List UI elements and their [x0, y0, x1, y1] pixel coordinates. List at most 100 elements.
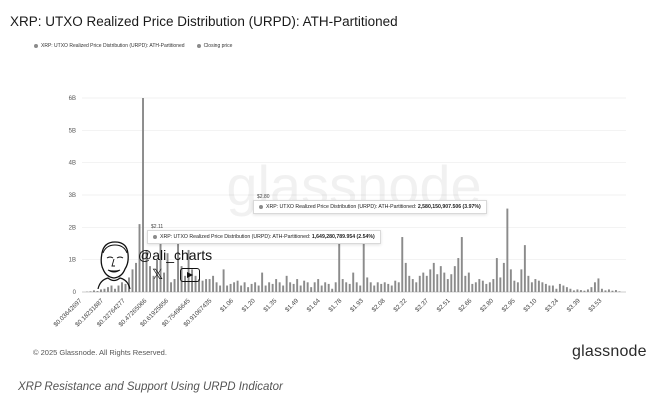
bar	[89, 291, 92, 292]
x-tick-label: $2.22	[392, 297, 408, 313]
bar	[565, 287, 568, 292]
bar	[208, 279, 211, 292]
bar	[254, 282, 257, 292]
bar	[124, 283, 127, 292]
bar	[488, 282, 491, 292]
bar	[387, 283, 390, 292]
bar	[425, 275, 428, 292]
bar	[579, 290, 582, 292]
bar	[187, 249, 190, 292]
bar	[222, 269, 225, 292]
bar	[562, 285, 565, 292]
x-tick-label: $2.51	[436, 297, 452, 313]
bar	[233, 282, 236, 292]
bar	[373, 285, 376, 292]
bar	[376, 282, 379, 292]
legend-dot-icon	[196, 44, 201, 48]
tooltip-dot-icon	[259, 204, 263, 209]
y-tick-label: 4B	[69, 161, 76, 167]
legend-dot-icon	[34, 44, 38, 48]
bar	[404, 262, 407, 292]
bar	[548, 285, 551, 292]
bar	[191, 269, 194, 292]
x-tick-label: $1.93	[349, 297, 365, 313]
tooltip-label-2: XRP: UTXO Realized Price Distribution (U…	[266, 204, 417, 210]
bar	[247, 287, 250, 292]
bar	[530, 282, 533, 292]
bar	[226, 285, 229, 292]
chart-title: XRP: UTXO Realized Price Distribution (U…	[10, 14, 398, 29]
bar	[597, 278, 600, 292]
twitter-handle: @ali_charts	[138, 247, 213, 263]
tooltip-2: XRP: UTXO Realized Price Distribution (U…	[253, 200, 487, 214]
bar	[439, 266, 442, 292]
x-tick-label: $3.24	[544, 297, 560, 313]
y-tick-label: 1B	[69, 258, 76, 264]
bar	[618, 291, 621, 292]
urpd-chart: 01B2B3B4B5B6Bglassnode$0.03642697$0.1823…	[52, 96, 626, 328]
youtube-logo-icon	[180, 268, 200, 282]
bar	[611, 290, 614, 292]
bar	[163, 272, 165, 292]
x-tick-label: $1.49	[284, 297, 300, 313]
bar	[100, 289, 102, 292]
legend-item-urpd[interactable]: XRP: UTXO Realized Price Distribution (U…	[34, 43, 185, 49]
y-tick-label: 0	[73, 290, 77, 296]
x-tick-label: $1.35	[262, 297, 278, 313]
y-tick-label: 6B	[69, 96, 76, 102]
avatar-face-icon	[97, 241, 131, 289]
x-tick-label: $3.39	[566, 297, 582, 313]
legend-item-closing-price[interactable]: Closing price	[196, 43, 232, 49]
bar	[506, 208, 509, 292]
bar	[292, 283, 295, 292]
bar	[142, 98, 144, 292]
bar	[299, 285, 302, 292]
chart-legend: XRP: UTXO Realized Price Distribution (U…	[34, 43, 232, 49]
y-tick-label: 5B	[69, 128, 76, 134]
bar	[110, 285, 113, 292]
bar	[572, 290, 575, 292]
copyright-text: © 2025 Glassnode. All Rights Reserved.	[33, 348, 167, 357]
bar	[408, 275, 411, 292]
x-tick-label: $3.53	[587, 297, 603, 313]
bar	[152, 275, 155, 292]
bar	[327, 283, 330, 292]
bar	[261, 272, 264, 292]
bar	[264, 285, 267, 292]
bar	[345, 282, 348, 292]
bar	[278, 282, 281, 292]
bar	[268, 282, 271, 292]
bar	[145, 249, 148, 292]
bar	[275, 279, 278, 292]
bar	[219, 285, 222, 292]
x-logo-icon: 𝕏	[152, 266, 164, 282]
bar	[478, 279, 481, 292]
bar	[558, 283, 561, 292]
bar	[96, 291, 99, 292]
bar	[331, 288, 334, 292]
bar	[401, 237, 404, 292]
bar	[296, 279, 299, 292]
bar	[555, 288, 558, 292]
bar	[614, 290, 617, 292]
tooltip-price-2: $2.80	[257, 194, 270, 200]
bar	[324, 282, 327, 292]
bar	[593, 282, 596, 292]
bar	[229, 283, 232, 292]
bar	[369, 282, 372, 292]
bar	[544, 283, 547, 292]
bar	[103, 288, 106, 292]
bar	[352, 272, 355, 292]
bar	[215, 282, 218, 292]
bar	[537, 280, 540, 292]
bar	[250, 283, 253, 292]
bar	[502, 262, 505, 292]
bar	[282, 285, 285, 292]
bar	[380, 283, 383, 292]
bar	[257, 285, 260, 292]
bar	[499, 277, 502, 292]
bar	[411, 279, 414, 292]
bar	[541, 282, 544, 292]
bar	[240, 285, 243, 292]
bar	[243, 282, 246, 292]
